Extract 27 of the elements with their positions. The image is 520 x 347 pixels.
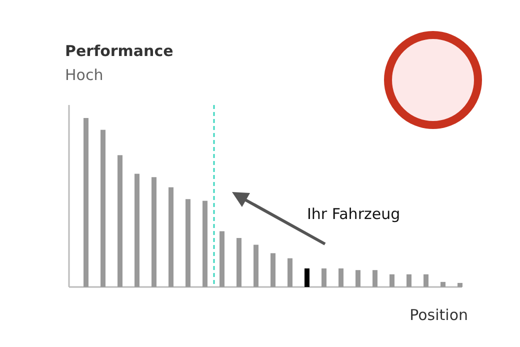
bar [202, 200, 208, 287]
bar [424, 274, 428, 287]
x-axis-title: Position [410, 306, 468, 324]
bar [338, 268, 344, 287]
chart-subtitle: Hoch [65, 66, 104, 84]
bar [152, 177, 156, 287]
bar [390, 274, 394, 287]
bar [372, 270, 378, 287]
bar [168, 187, 174, 287]
bar [254, 244, 258, 287]
bar [220, 231, 224, 287]
annotation: Ihr Fahrzeug [307, 205, 400, 223]
bar [186, 199, 190, 287]
bar [84, 118, 88, 287]
bar [356, 270, 360, 287]
chart-title: Performance [65, 42, 174, 60]
bar [288, 258, 292, 287]
bar [236, 238, 242, 287]
bar [100, 130, 106, 287]
bar [304, 268, 310, 287]
bar [406, 274, 412, 287]
bar [458, 282, 462, 287]
bar [118, 155, 122, 287]
bar [270, 253, 276, 287]
bar [134, 174, 140, 287]
bar [440, 282, 446, 287]
bar [322, 268, 326, 287]
